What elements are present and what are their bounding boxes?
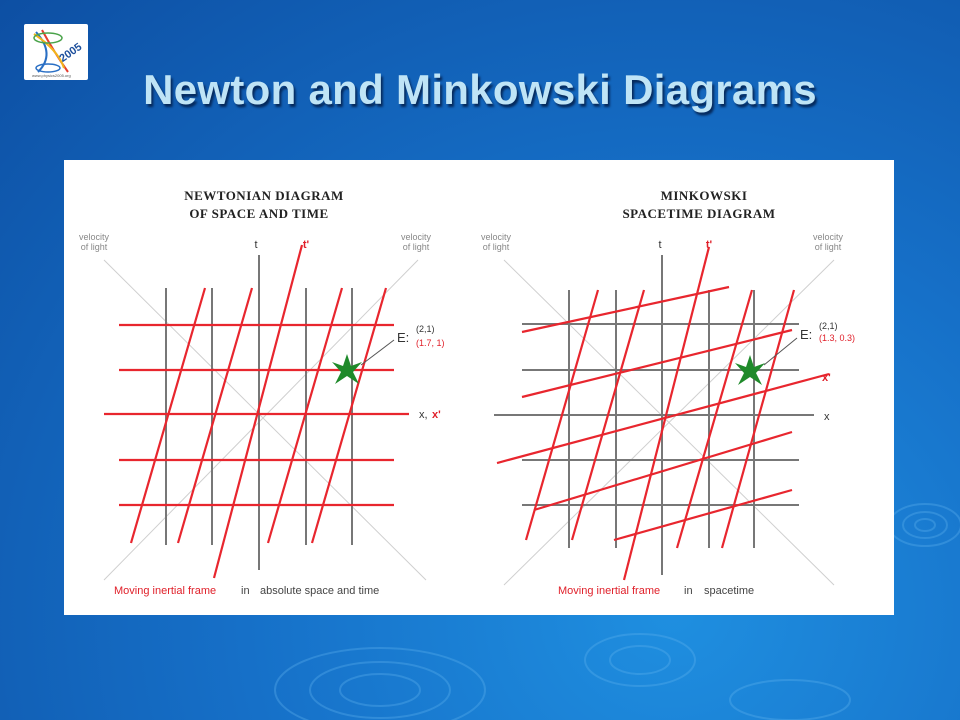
minkowski-event-coord-rest: (2,1) (819, 321, 838, 331)
minkowski-light-right-line-2: of light (815, 242, 842, 252)
minkowski-red-x-2 (521, 328, 793, 399)
minkowski-light-left-line-2: of light (483, 242, 510, 252)
newton-heading-line-1: NEWTONIAN DIAGRAM (184, 188, 344, 203)
event-star-icon (332, 354, 362, 384)
minkowski-t-prime-axis (622, 246, 711, 581)
newton-red-t-2 (176, 287, 254, 544)
minkowski-red-x-3 (533, 430, 793, 512)
minkowski-event-coord-moving: (1.3, 0.3) (819, 333, 855, 343)
minkowski-event-label: E: (800, 327, 812, 342)
physics-2005-logo: 2005 www.physics2005.org (32, 29, 84, 78)
newton-label-x-prime: x' (432, 409, 441, 421)
newton-red-t-1 (129, 287, 207, 544)
newton-light-left-line-1: velocity (79, 232, 110, 242)
newton-event-coord-rest: (2,1) (416, 324, 435, 334)
newton-event-label: E: (397, 330, 409, 345)
newton-caption-frame: Moving inertial frame (114, 585, 216, 597)
newton-red-t-4 (310, 287, 388, 544)
minkowski-caption-in: in (684, 585, 693, 597)
newton-light-left-line-2: of light (81, 242, 108, 252)
newton-label-t-prime: t' (303, 239, 310, 251)
minkowski-red-x-1 (521, 285, 730, 334)
minkowski-heading-line-2: SPACETIME DIAGRAM (622, 206, 775, 221)
newton-label-x: x, (419, 409, 428, 421)
minkowski-red-t-2 (570, 289, 646, 541)
diagrams-svg: NEWTONIAN DIAGRAM OF SPACE AND TIME velo… (79, 188, 855, 597)
minkowski-caption-frame: Moving inertial frame (558, 585, 660, 597)
minkowski-gray-grid (494, 255, 814, 575)
minkowski-event-star (735, 355, 765, 385)
minkowski-label-t: t (658, 239, 661, 251)
minkowski-heading-line-1: MINKOWSKI (661, 188, 748, 203)
newton-red-frame (104, 244, 409, 579)
logo-year: 2005 (57, 41, 84, 65)
minkowski-light-right-line-1: velocity (813, 232, 844, 242)
minkowski-red-t-1 (524, 289, 600, 541)
minkowski-red-x-4 (613, 488, 793, 542)
newton-caption-space: absolute space and time (260, 585, 379, 597)
newton-t-prime-axis (212, 244, 304, 579)
newton-red-t-3 (266, 287, 344, 544)
newton-caption-in: in (241, 585, 250, 597)
minkowski-red-t-3 (675, 289, 754, 549)
diagram-panel: NEWTONIAN DIAGRAM OF SPACE AND TIME velo… (64, 160, 894, 615)
minkowski-event-pointer (763, 337, 798, 366)
event-star-icon (735, 355, 765, 385)
newton-event-pointer (360, 339, 395, 366)
minkowski-red-t-4 (720, 289, 796, 549)
minkowski-light-left-line-1: velocity (481, 232, 512, 242)
logo-url: www.physics2005.org (32, 73, 71, 78)
newton-label-t: t (254, 239, 257, 251)
newton-light-line-1 (103, 259, 427, 581)
newton-light-line-2 (103, 259, 419, 581)
minkowski-label-x-prime: x' (822, 372, 831, 384)
newton-gray-grid (165, 255, 353, 570)
logo: 2005 www.physics2005.org (24, 24, 88, 80)
minkowski-label-t-prime: t' (706, 239, 713, 251)
newton-light-right-line-2: of light (403, 242, 430, 252)
newton-event-coord-moving: (1.7, 1) (416, 338, 445, 348)
minkowski-caption-space: spacetime (704, 585, 754, 597)
minkowski-light-line-2 (503, 259, 835, 586)
newtonian-diagram: NEWTONIAN DIAGRAM OF SPACE AND TIME velo… (79, 188, 445, 597)
minkowski-label-x: x (824, 411, 830, 423)
newton-event-star (332, 354, 362, 384)
minkowski-diagram: MINKOWSKI SPACETIME DIAGRAM velocity of … (481, 188, 855, 597)
minkowski-red-frame (496, 246, 830, 581)
slide-title: Newton and Minkowski Diagrams (143, 66, 817, 113)
newton-heading-line-2: OF SPACE AND TIME (189, 206, 328, 221)
newton-light-right-line-1: velocity (401, 232, 432, 242)
